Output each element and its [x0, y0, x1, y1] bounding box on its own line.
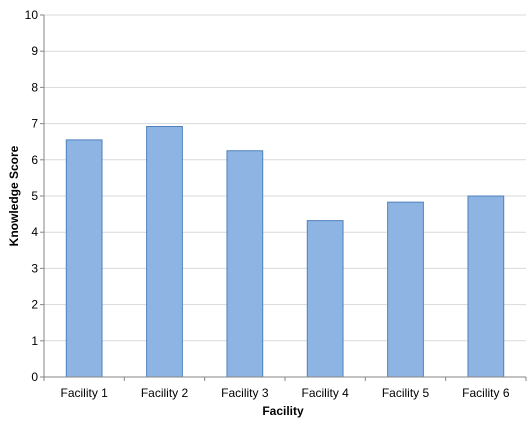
y-tick-label: 3 [31, 261, 38, 275]
x-tick-label: Facility 3 [221, 386, 269, 400]
x-tick-labels: Facility 1 Facility 2 Facility 3 Facility 4… [60, 386, 509, 400]
y-tick-label: 1 [31, 334, 38, 348]
axes [40, 14, 527, 381]
y-axis-title: Knowledge Score [7, 145, 21, 246]
x-tick-label: Facility 2 [141, 386, 189, 400]
bar [65, 139, 103, 378]
y-tick-label: 6 [31, 153, 38, 167]
x-tick-label: Facility 1 [60, 386, 108, 400]
y-tick-labels: 0 1 2 3 4 5 6 7 8 9 10 [25, 8, 39, 384]
y-tick-label: 0 [31, 370, 38, 384]
y-tick-label: 8 [31, 80, 38, 94]
x-tick-label: Facility 6 [462, 386, 510, 400]
x-axis-title: Facility [262, 404, 304, 418]
bar [146, 125, 183, 378]
bars [65, 125, 505, 378]
y-tick-label: 9 [31, 44, 38, 58]
x-tick-label: Facility 4 [301, 386, 349, 400]
bar [467, 195, 505, 378]
bar [387, 201, 424, 378]
y-tick-label: 7 [31, 117, 38, 131]
y-tick-label: 4 [31, 225, 38, 239]
y-tick-label: 5 [31, 189, 38, 203]
y-tick-label: 10 [25, 8, 39, 22]
bar [306, 220, 344, 378]
gridlines [44, 14, 526, 342]
bar [226, 150, 264, 378]
x-tick-label: Facility 5 [382, 386, 430, 400]
y-tick-label: 2 [31, 298, 38, 312]
